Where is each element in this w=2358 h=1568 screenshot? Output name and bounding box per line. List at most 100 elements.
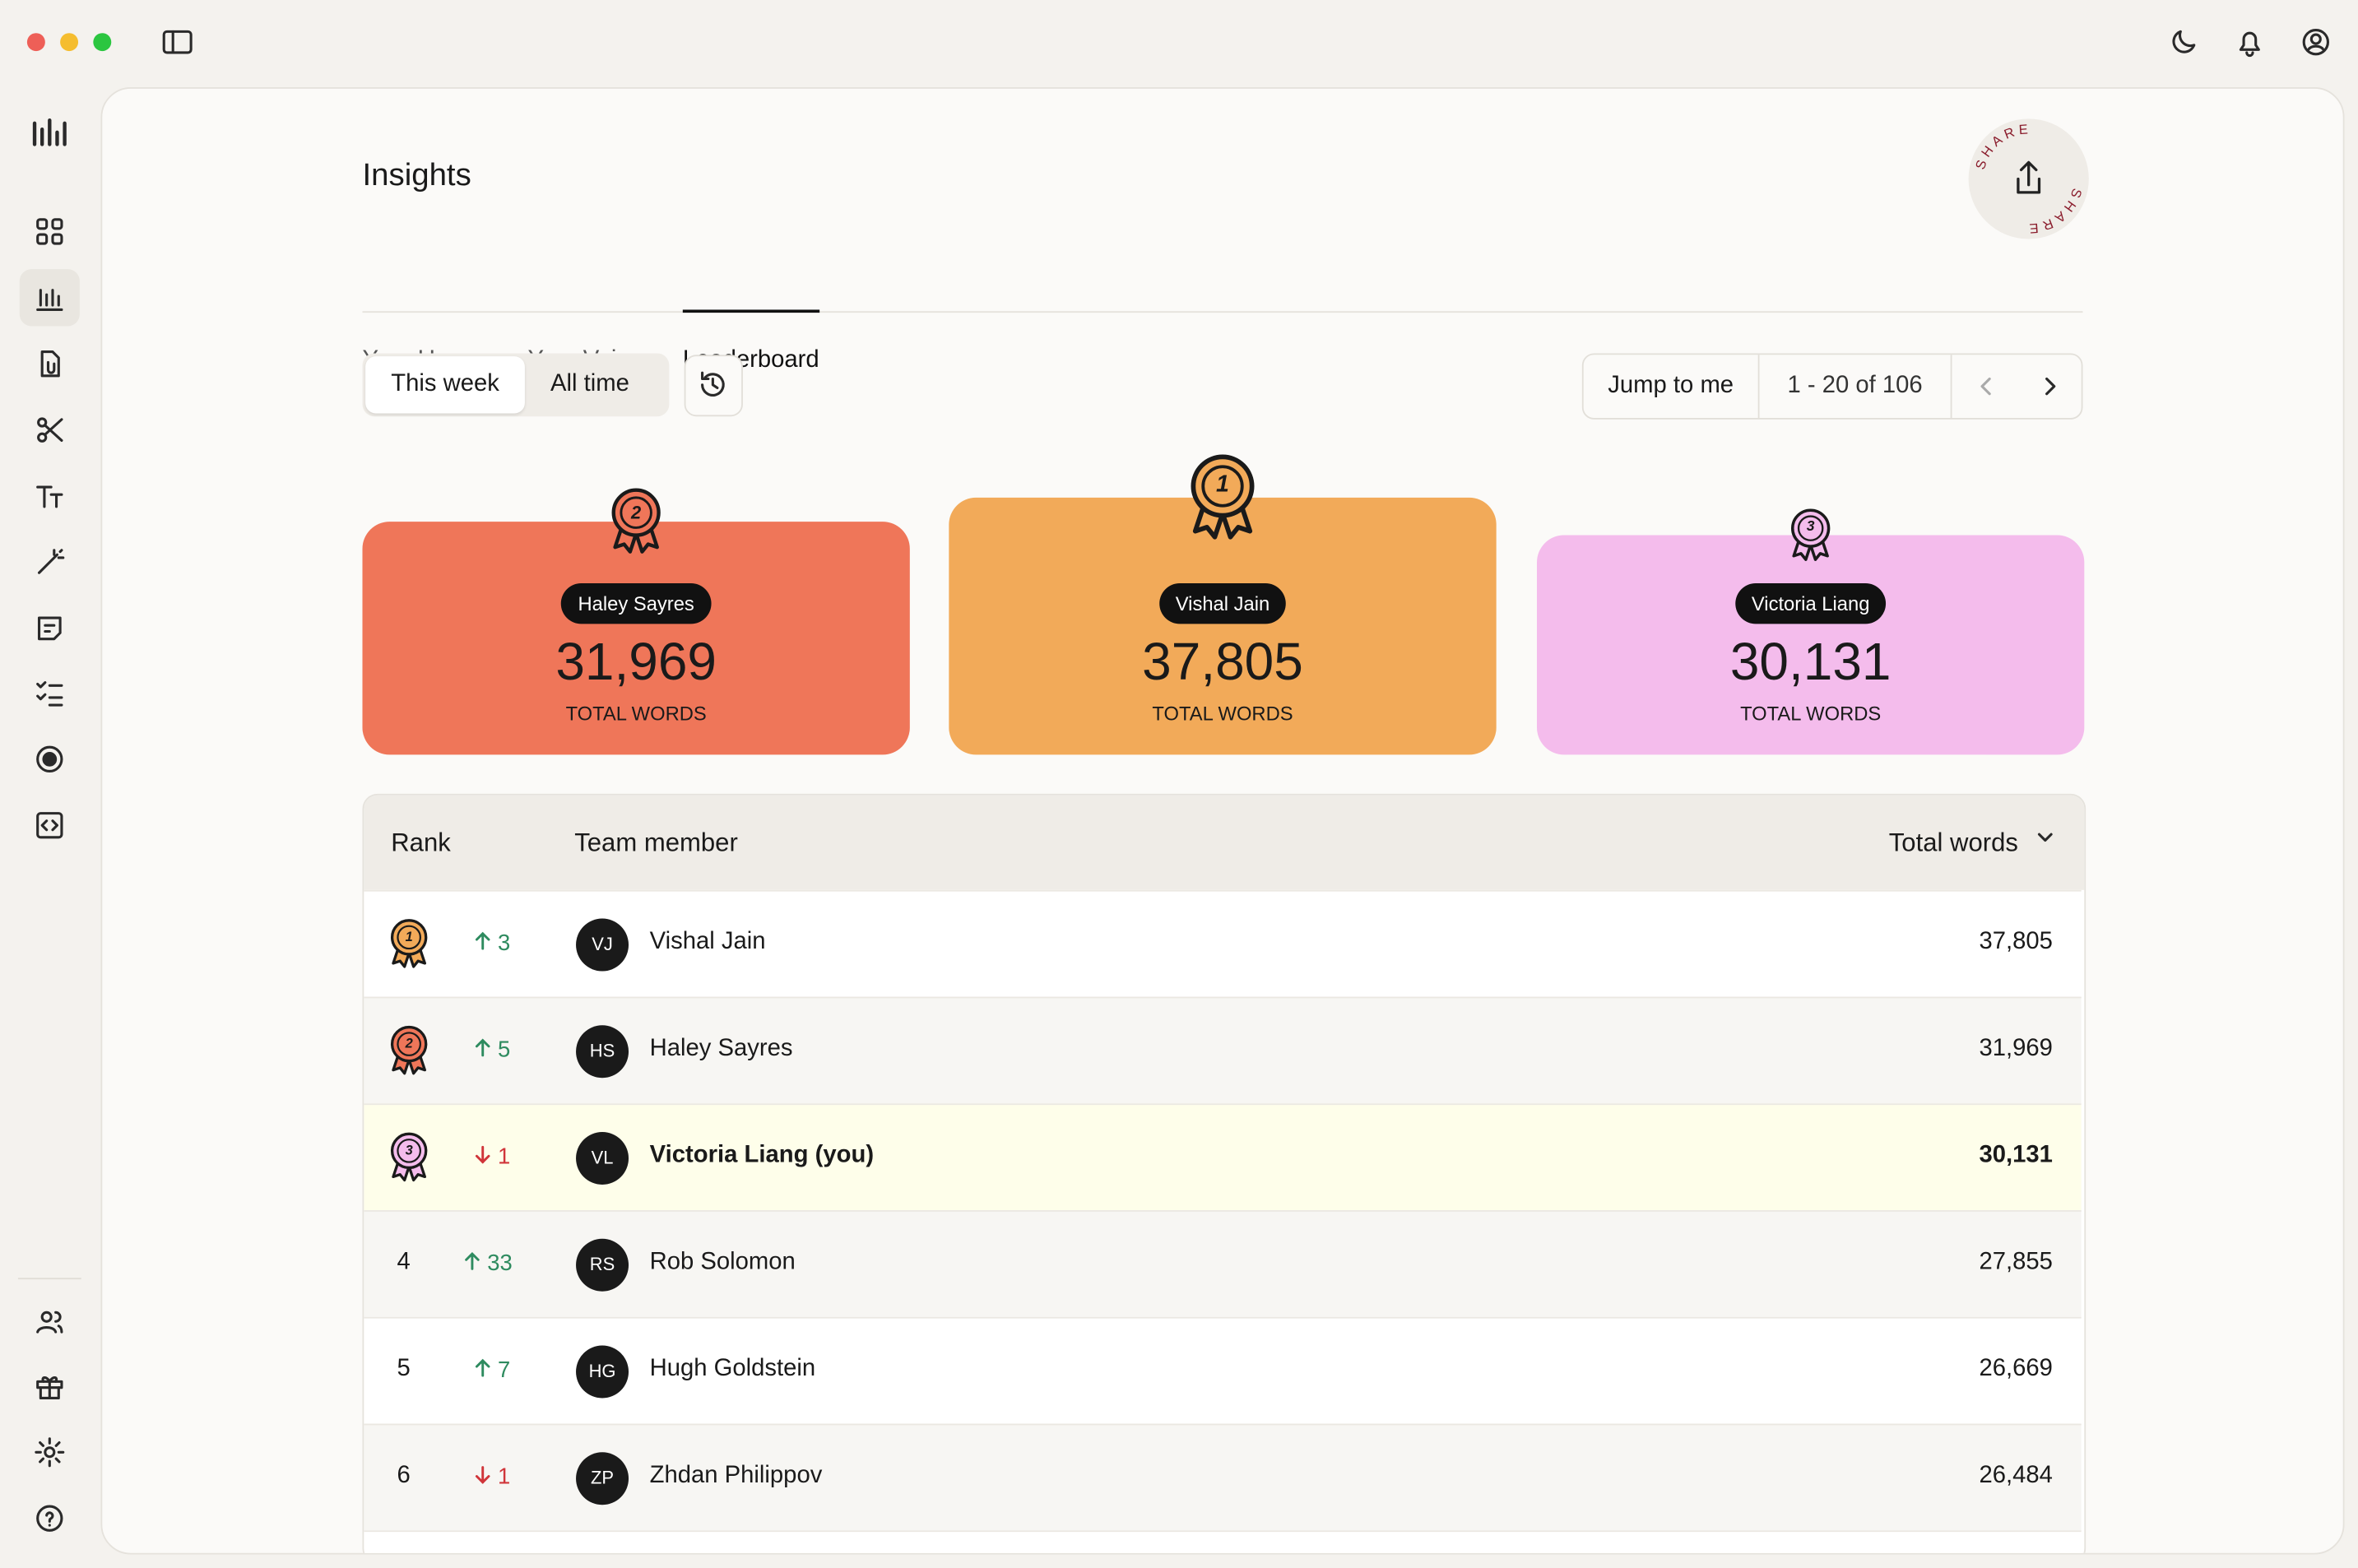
column-header: Rank [391, 828, 451, 857]
nav-files[interactable] [33, 347, 66, 380]
nav-code[interactable] [33, 809, 66, 842]
medal-icon [611, 488, 661, 554]
rank: 6 [397, 1463, 411, 1489]
medal-number: 3 [405, 1142, 413, 1158]
leaderboard-row[interactable]: 1 3 VJ Vishal Jain 37,805 [364, 889, 2082, 997]
sidebar-toggle[interactable] [161, 26, 194, 58]
rank-change-value: 1 [498, 1464, 511, 1490]
nav-style[interactable] [33, 480, 66, 513]
podium-info: Haley Sayres 31,969 TOTAL WORDS [362, 583, 909, 725]
avatar: VL [576, 1132, 629, 1185]
medal-number: 1 [1216, 471, 1229, 498]
total-words: 26,669 [1979, 1356, 2053, 1382]
total-words: 31,969 [1979, 1036, 2053, 1062]
nav-dashboard[interactable] [33, 215, 66, 248]
rank-change: 7 [472, 1357, 510, 1383]
app-logo[interactable] [30, 114, 70, 154]
nav-magic[interactable] [33, 545, 66, 578]
avatar: HG [576, 1345, 629, 1399]
notifications-button[interactable] [2233, 26, 2266, 58]
column-header: Team member [574, 828, 738, 857]
medal-number: 3 [1806, 519, 1815, 536]
filter-option[interactable]: All time [550, 371, 629, 397]
leaderboard-row[interactable]: 3 1 VL Victoria Liang (you) 30,131 [364, 1103, 2082, 1211]
prev-page-button[interactable] [1970, 370, 2003, 403]
medal-number: 1 [405, 929, 413, 944]
leaderboard-row[interactable]: 2 5 HS Haley Sayres 31,969 [364, 996, 2082, 1104]
jump-to-me-button[interactable]: Jump to me [1584, 355, 1760, 419]
dark-mode-button[interactable] [2167, 26, 2200, 58]
tabs-divider [362, 311, 2083, 313]
total-words: 37,805 [1979, 929, 2053, 955]
page-title: Insights [362, 157, 471, 193]
nav-help[interactable] [33, 1502, 66, 1535]
main-panel: Insights SHARE SHARE Your UsageYour Voic… [100, 86, 2345, 1555]
tab-underline [682, 309, 820, 313]
nav-divider [17, 1278, 81, 1280]
medal-icon [1191, 454, 1255, 540]
medal-icon [390, 1025, 428, 1075]
rank: 5 [397, 1356, 411, 1382]
leaderboard-row[interactable]: 6 1 ZP Zhdan Philippov 26,484 [364, 1423, 2082, 1531]
account-button[interactable] [2300, 26, 2332, 58]
history-icon [701, 371, 725, 397]
nav-settings[interactable] [33, 1436, 66, 1468]
medal: 3 [1786, 506, 1834, 561]
nav-tasks[interactable] [33, 676, 66, 709]
leaderboard-table: Rank Team member Total words 1 3 VJ Vishal … [362, 793, 2086, 1553]
nav-team[interactable] [33, 1305, 66, 1338]
member-name: Vishal Jain [649, 929, 766, 955]
rank-change-value: 3 [498, 930, 511, 957]
nav-record[interactable] [33, 743, 66, 776]
trend-arrow [475, 1038, 490, 1057]
nav-insights[interactable] [33, 281, 66, 314]
sort-icon[interactable] [2033, 825, 2057, 849]
member-name: Zhdan Philippov [649, 1463, 823, 1489]
member-name: Rob Solomon [649, 1249, 796, 1275]
filter-option[interactable]: This week [365, 356, 525, 414]
rank-change: 1 [472, 1144, 510, 1170]
trend-arrow [475, 1466, 490, 1484]
rank-change-value: 1 [498, 1144, 511, 1170]
close-button[interactable] [26, 33, 45, 52]
avatar: RS [576, 1238, 629, 1292]
medal-icon [390, 1132, 428, 1182]
trend-arrow [475, 931, 490, 950]
maximize-button[interactable] [93, 33, 112, 52]
nav-gift[interactable] [33, 1370, 66, 1403]
total-label: TOTAL WORDS [1152, 702, 1293, 725]
rank-change-value: 33 [487, 1250, 513, 1277]
podium-card: Victoria Liang 30,131 TOTAL WORDS [1537, 535, 2085, 755]
podium-info: Victoria Liang 30,131 TOTAL WORDS [1537, 583, 2084, 725]
medal-icon [390, 919, 428, 968]
nav-snippets[interactable] [33, 414, 66, 447]
medal: 1 [1183, 451, 1261, 540]
minimize-button[interactable] [60, 33, 79, 52]
rank-change-value: 7 [498, 1357, 511, 1384]
total-words: 30,131 [1729, 633, 1892, 692]
active-nav-bg [19, 269, 80, 327]
avatar: VJ [576, 918, 629, 972]
total-words: 30,131 [1979, 1142, 2053, 1168]
medal: 2 [387, 1023, 432, 1075]
nav-notes[interactable] [33, 612, 66, 645]
leaderboard-row[interactable]: 4 33 RS Rob Solomon 27,855 [364, 1210, 2082, 1317]
trend-arrow [465, 1251, 480, 1270]
history-button[interactable] [684, 355, 743, 417]
medal-number: 2 [405, 1036, 413, 1051]
name-pill: Haley Sayres [561, 583, 711, 624]
total-label: TOTAL WORDS [1740, 702, 1882, 725]
table-header: Rank Team member Total words [364, 795, 2085, 890]
leaderboard-row[interactable]: 5 7 HG Hugh Goldstein 26,669 [364, 1316, 2082, 1424]
avatar: ZP [576, 1452, 629, 1505]
total-words: 37,805 [1142, 633, 1303, 692]
trend-arrow [475, 1145, 490, 1164]
share-button[interactable]: SHARE SHARE [1966, 116, 2092, 243]
column-header[interactable]: Total words [1888, 828, 2018, 857]
member-name: Haley Sayres [649, 1036, 793, 1062]
page-range: 1 - 20 of 106 [1760, 355, 1952, 419]
name-pill: Vishal Jain [1158, 583, 1287, 624]
next-page-button[interactable] [2033, 370, 2066, 403]
leaderboard-row[interactable]: 72AK [364, 1530, 2082, 1553]
